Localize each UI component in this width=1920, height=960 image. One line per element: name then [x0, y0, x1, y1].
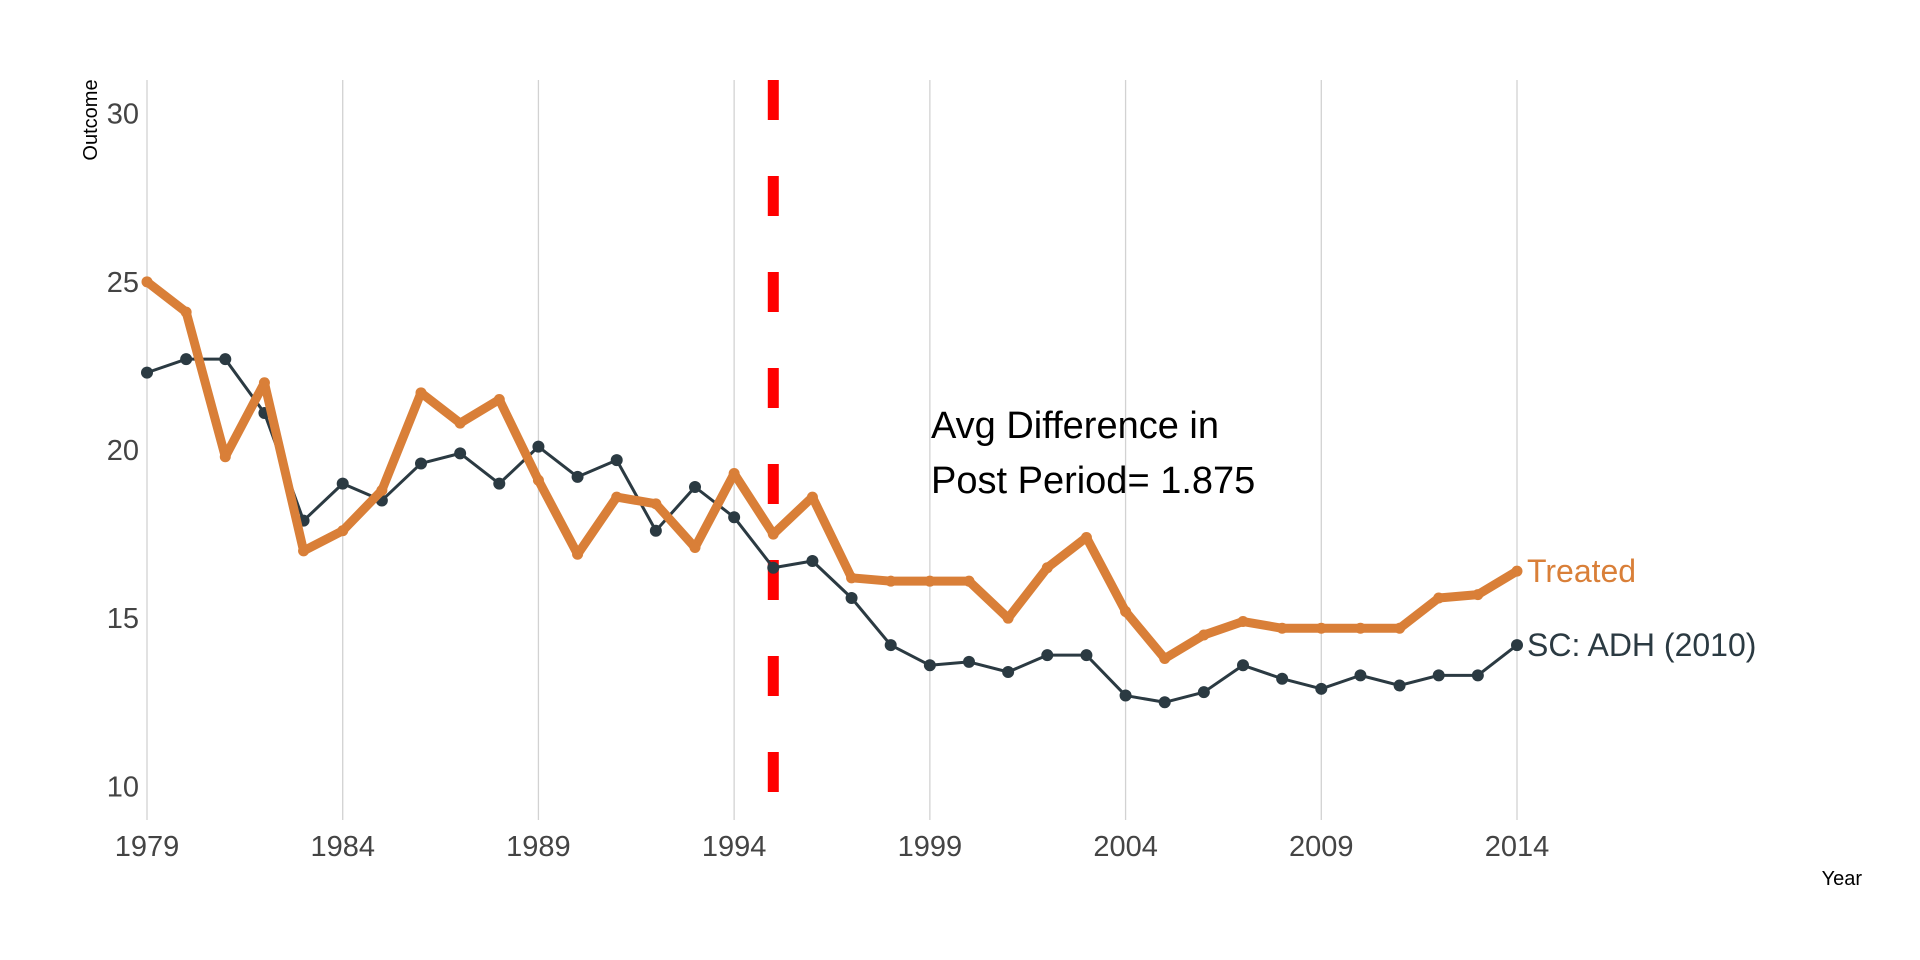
- data-point-treated-2009: [1315, 622, 1327, 634]
- data-point-sc-2006: [1197, 686, 1210, 699]
- data-point-treated-1980: [180, 306, 192, 318]
- data-point-treated-1986: [415, 387, 427, 399]
- data-point-sc-2003: [1080, 649, 1093, 662]
- series-treated: Treated: [141, 276, 1636, 665]
- y-tick-label-20: 20: [107, 435, 139, 467]
- y-tick-label-10: 10: [107, 771, 139, 803]
- annotation-text: Avg Difference in Post Period= 1.875: [931, 405, 1255, 502]
- data-point-treated-2003: [1080, 531, 1092, 543]
- data-point-treated-1998: [885, 575, 897, 587]
- data-point-treated-1995: [767, 528, 779, 540]
- data-point-sc-1990: [571, 470, 584, 483]
- data-point-sc-2007: [1237, 659, 1249, 672]
- data-point-sc-1992: [649, 524, 662, 537]
- data-point-sc-2005: [1158, 696, 1171, 709]
- data-point-treated-2011: [1394, 622, 1406, 634]
- data-point-sc-1979: [141, 366, 153, 379]
- data-point-treated-1989: [532, 474, 544, 486]
- y-axis-title: Outcome: [80, 79, 102, 160]
- data-point-sc-2010: [1354, 669, 1367, 682]
- data-point-treated-2010: [1354, 622, 1366, 634]
- data-point-treated-1996: [806, 491, 818, 503]
- data-point-treated-1997: [846, 572, 858, 584]
- data-point-sc-2000: [963, 655, 975, 668]
- data-point-treated-2014: [1511, 565, 1523, 577]
- series-group: SC: ADH (2010) Treated: [141, 276, 1756, 709]
- x-tick-label-1979: 1979: [115, 831, 180, 863]
- data-point-sc-1991: [610, 454, 623, 467]
- data-point-sc-1998: [884, 639, 897, 652]
- x-tick-label-1989: 1989: [506, 831, 571, 863]
- data-point-sc-1986: [415, 457, 427, 470]
- data-point-sc-2008: [1276, 672, 1289, 685]
- x-tick-label-2004: 2004: [1093, 831, 1158, 863]
- data-point-sc-1996: [806, 555, 819, 567]
- data-point-treated-1981: [219, 451, 231, 463]
- data-point-sc-1993: [689, 481, 701, 493]
- y-tick-label-25: 25: [107, 267, 139, 299]
- data-point-sc-2001: [1002, 666, 1015, 678]
- data-point-sc-2012: [1432, 669, 1445, 682]
- data-point-sc-2013: [1471, 669, 1484, 682]
- data-point-sc-2002: [1041, 649, 1054, 662]
- data-point-sc-1995: [767, 561, 780, 574]
- data-point-sc-2011: [1393, 679, 1406, 692]
- data-point-sc-2009: [1315, 682, 1328, 695]
- series-line-treated: [142, 277, 1522, 664]
- data-point-treated-2004: [1120, 605, 1132, 617]
- data-point-treated-2006: [1198, 629, 1210, 641]
- data-point-treated-1984: [337, 525, 349, 537]
- data-point-treated-1988: [493, 394, 505, 406]
- data-point-treated-1983: [298, 545, 310, 557]
- data-point-sc-1999: [923, 659, 936, 672]
- data-point-treated-2000: [963, 575, 975, 587]
- data-point-treated-2012: [1433, 592, 1445, 604]
- data-point-treated-2005: [1159, 653, 1171, 665]
- data-point-sc-2014: [1511, 639, 1523, 652]
- data-point-treated-2013: [1472, 589, 1484, 601]
- data-point-sc-1989: [532, 440, 545, 453]
- data-point-treated-1994: [728, 468, 740, 480]
- annotation-line-1: Avg Difference in: [931, 405, 1219, 447]
- data-point-treated-1987: [454, 417, 466, 429]
- data-point-treated-1985: [376, 484, 388, 496]
- x-tick-label-2014: 2014: [1485, 831, 1550, 863]
- x-tick-label-1994: 1994: [702, 831, 767, 863]
- data-point-treated-1990: [572, 548, 584, 560]
- annotation-line-2: Post Period= 1.875: [931, 460, 1255, 502]
- data-point-treated-1991: [611, 491, 623, 503]
- data-point-sc-1994: [728, 511, 741, 524]
- data-point-treated-2002: [1041, 562, 1053, 574]
- data-point-sc-1980: [180, 353, 193, 366]
- axes: 1979 1984 1989 1994 1999 2004 2009 2014 10 15 20 25…: [107, 99, 1550, 863]
- data-point-treated-1993: [689, 542, 701, 554]
- data-point-treated-1999: [924, 575, 936, 587]
- data-point-treated-2007: [1237, 616, 1249, 628]
- data-point-treated-1982: [258, 377, 270, 389]
- data-point-sc-1981: [219, 353, 232, 366]
- data-point-sc-1997: [845, 592, 858, 604]
- data-point-treated-1979: [141, 276, 153, 288]
- data-point-treated-2001: [1002, 612, 1014, 624]
- series-label-sc-adh-2010: SC: ADH (2010): [1527, 627, 1756, 663]
- data-point-sc-2004: [1119, 689, 1132, 702]
- x-axis-title: Year: [1822, 868, 1863, 890]
- x-tick-label-1984: 1984: [310, 831, 375, 863]
- y-tick-label-30: 30: [107, 99, 139, 131]
- x-tick-label-1999: 1999: [898, 831, 963, 863]
- y-tick-label-15: 15: [107, 603, 139, 635]
- series-label-treated: Treated: [1527, 553, 1636, 589]
- data-point-sc-1988: [493, 477, 506, 490]
- data-point-sc-1984: [336, 477, 349, 490]
- x-tick-label-2009: 2009: [1289, 831, 1354, 863]
- gridlines: [146, 80, 1518, 820]
- data-point-treated-2008: [1276, 622, 1288, 634]
- data-point-sc-1987: [454, 447, 467, 460]
- data-point-treated-1992: [650, 498, 662, 510]
